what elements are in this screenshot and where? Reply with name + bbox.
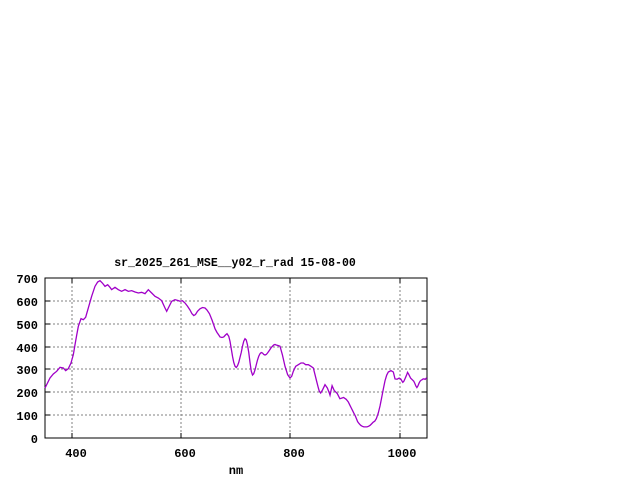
- svg-text:700: 700: [16, 273, 38, 287]
- svg-text:sr_2025_261_MSE__y02_r_rad 15-: sr_2025_261_MSE__y02_r_rad 15-08-00: [114, 257, 356, 270]
- svg-text:nm: nm: [229, 464, 243, 478]
- svg-text:500: 500: [16, 319, 38, 333]
- svg-text:600: 600: [174, 447, 196, 461]
- svg-text:1000: 1000: [388, 447, 417, 461]
- svg-text:0: 0: [31, 433, 38, 447]
- svg-text:400: 400: [16, 342, 38, 356]
- svg-text:400: 400: [65, 447, 87, 461]
- svg-text:300: 300: [16, 364, 38, 378]
- svg-text:100: 100: [16, 410, 38, 424]
- svg-text:800: 800: [283, 447, 305, 461]
- svg-text:200: 200: [16, 387, 38, 401]
- svg-text:600: 600: [16, 296, 38, 310]
